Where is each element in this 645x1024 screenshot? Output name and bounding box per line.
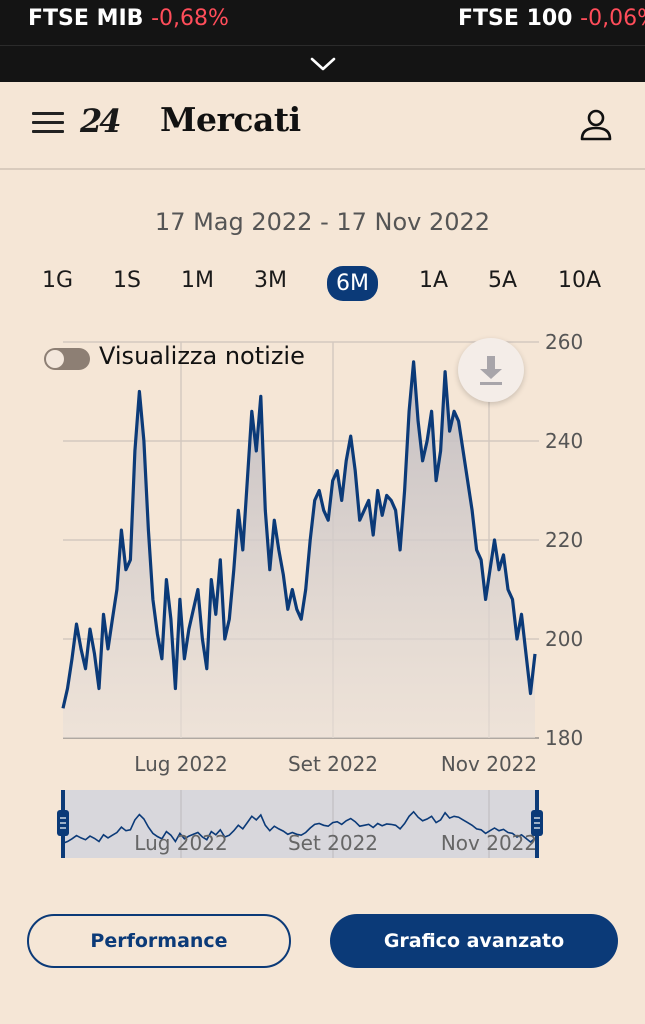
navigator-tick-label: Lug 2022 — [134, 831, 227, 855]
advanced-chart-button[interactable]: Grafico avanzato — [330, 914, 618, 968]
download-button[interactable] — [458, 338, 524, 402]
ticker-item[interactable]: FTSE 100 -0,06% — [458, 6, 645, 31]
y-tick-label: 240 — [545, 429, 583, 453]
y-axis-labels: 180 200 220 240 260 — [545, 330, 583, 750]
navigator-line — [62, 810, 536, 845]
performance-button[interactable]: Performance — [27, 914, 291, 968]
period-1g[interactable]: 1G — [42, 268, 74, 293]
ticker-bar: FTSE MIB -0,68% FTSE 100 -0,06% — [0, 0, 645, 82]
period-10a[interactable]: 10A — [558, 268, 602, 293]
price-line — [61, 360, 537, 709]
x-tick-label: Lug 2022 — [134, 752, 227, 776]
site-logo[interactable]: 24 — [80, 102, 121, 140]
price-chart[interactable]: 180 200 220 240 260 Lug 2022 Set 2022 Nov 2022… — [0, 330, 645, 870]
download-icon — [480, 356, 502, 385]
x-axis-labels: Lug 2022 Set 2022 Nov 2022 — [134, 752, 537, 776]
x-tick-label: Set 2022 — [288, 752, 378, 776]
y-tick-label: 200 — [545, 627, 583, 651]
y-tick-label: 260 — [545, 330, 583, 354]
menu-icon[interactable] — [32, 112, 64, 136]
divider — [0, 45, 645, 46]
period-5a[interactable]: 5A — [488, 268, 518, 293]
ticker-item[interactable]: FTSE MIB -0,68% — [28, 6, 229, 31]
ticker-row: FTSE MIB -0,68% FTSE 100 -0,06% — [0, 0, 645, 44]
range-navigator: Lug 2022 Set 2022 Nov 2022 — [57, 790, 543, 858]
navigator-tick-label: Set 2022 — [288, 831, 378, 855]
period-6m[interactable]: 6M — [327, 266, 378, 301]
period-1a[interactable]: 1A — [419, 268, 449, 293]
ticker-change: -0,06% — [580, 6, 645, 31]
x-tick-label: Nov 2022 — [441, 752, 537, 776]
period-1s[interactable]: 1S — [113, 268, 141, 293]
date-range: 17 Mag 2022 - 17 Nov 2022 — [154, 208, 491, 236]
navigator-tick-label: Nov 2022 — [441, 831, 537, 855]
chevron-down-icon[interactable] — [309, 52, 337, 76]
user-icon[interactable] — [578, 106, 614, 142]
ticker-change: -0,68% — [151, 6, 229, 31]
period-3m[interactable]: 3M — [254, 268, 287, 293]
toggle-switch[interactable] — [44, 348, 90, 370]
ticker-name: FTSE MIB — [28, 6, 144, 31]
toggle-label: Visualizza notizie — [99, 342, 305, 370]
period-1m[interactable]: 1M — [181, 268, 214, 293]
site-header: 24 Mercati — [0, 82, 645, 170]
ticker-name: FTSE 100 — [458, 6, 573, 31]
price-area — [63, 361, 535, 738]
y-tick-label: 220 — [545, 528, 583, 552]
period-selector: 1G 1S 1M 3M 6M 1A 5A 10A — [0, 264, 645, 308]
toggle-knob — [46, 350, 64, 368]
navigator-window — [63, 790, 539, 858]
y-tick-label: 180 — [545, 726, 583, 750]
page-title: Mercati — [160, 100, 301, 139]
